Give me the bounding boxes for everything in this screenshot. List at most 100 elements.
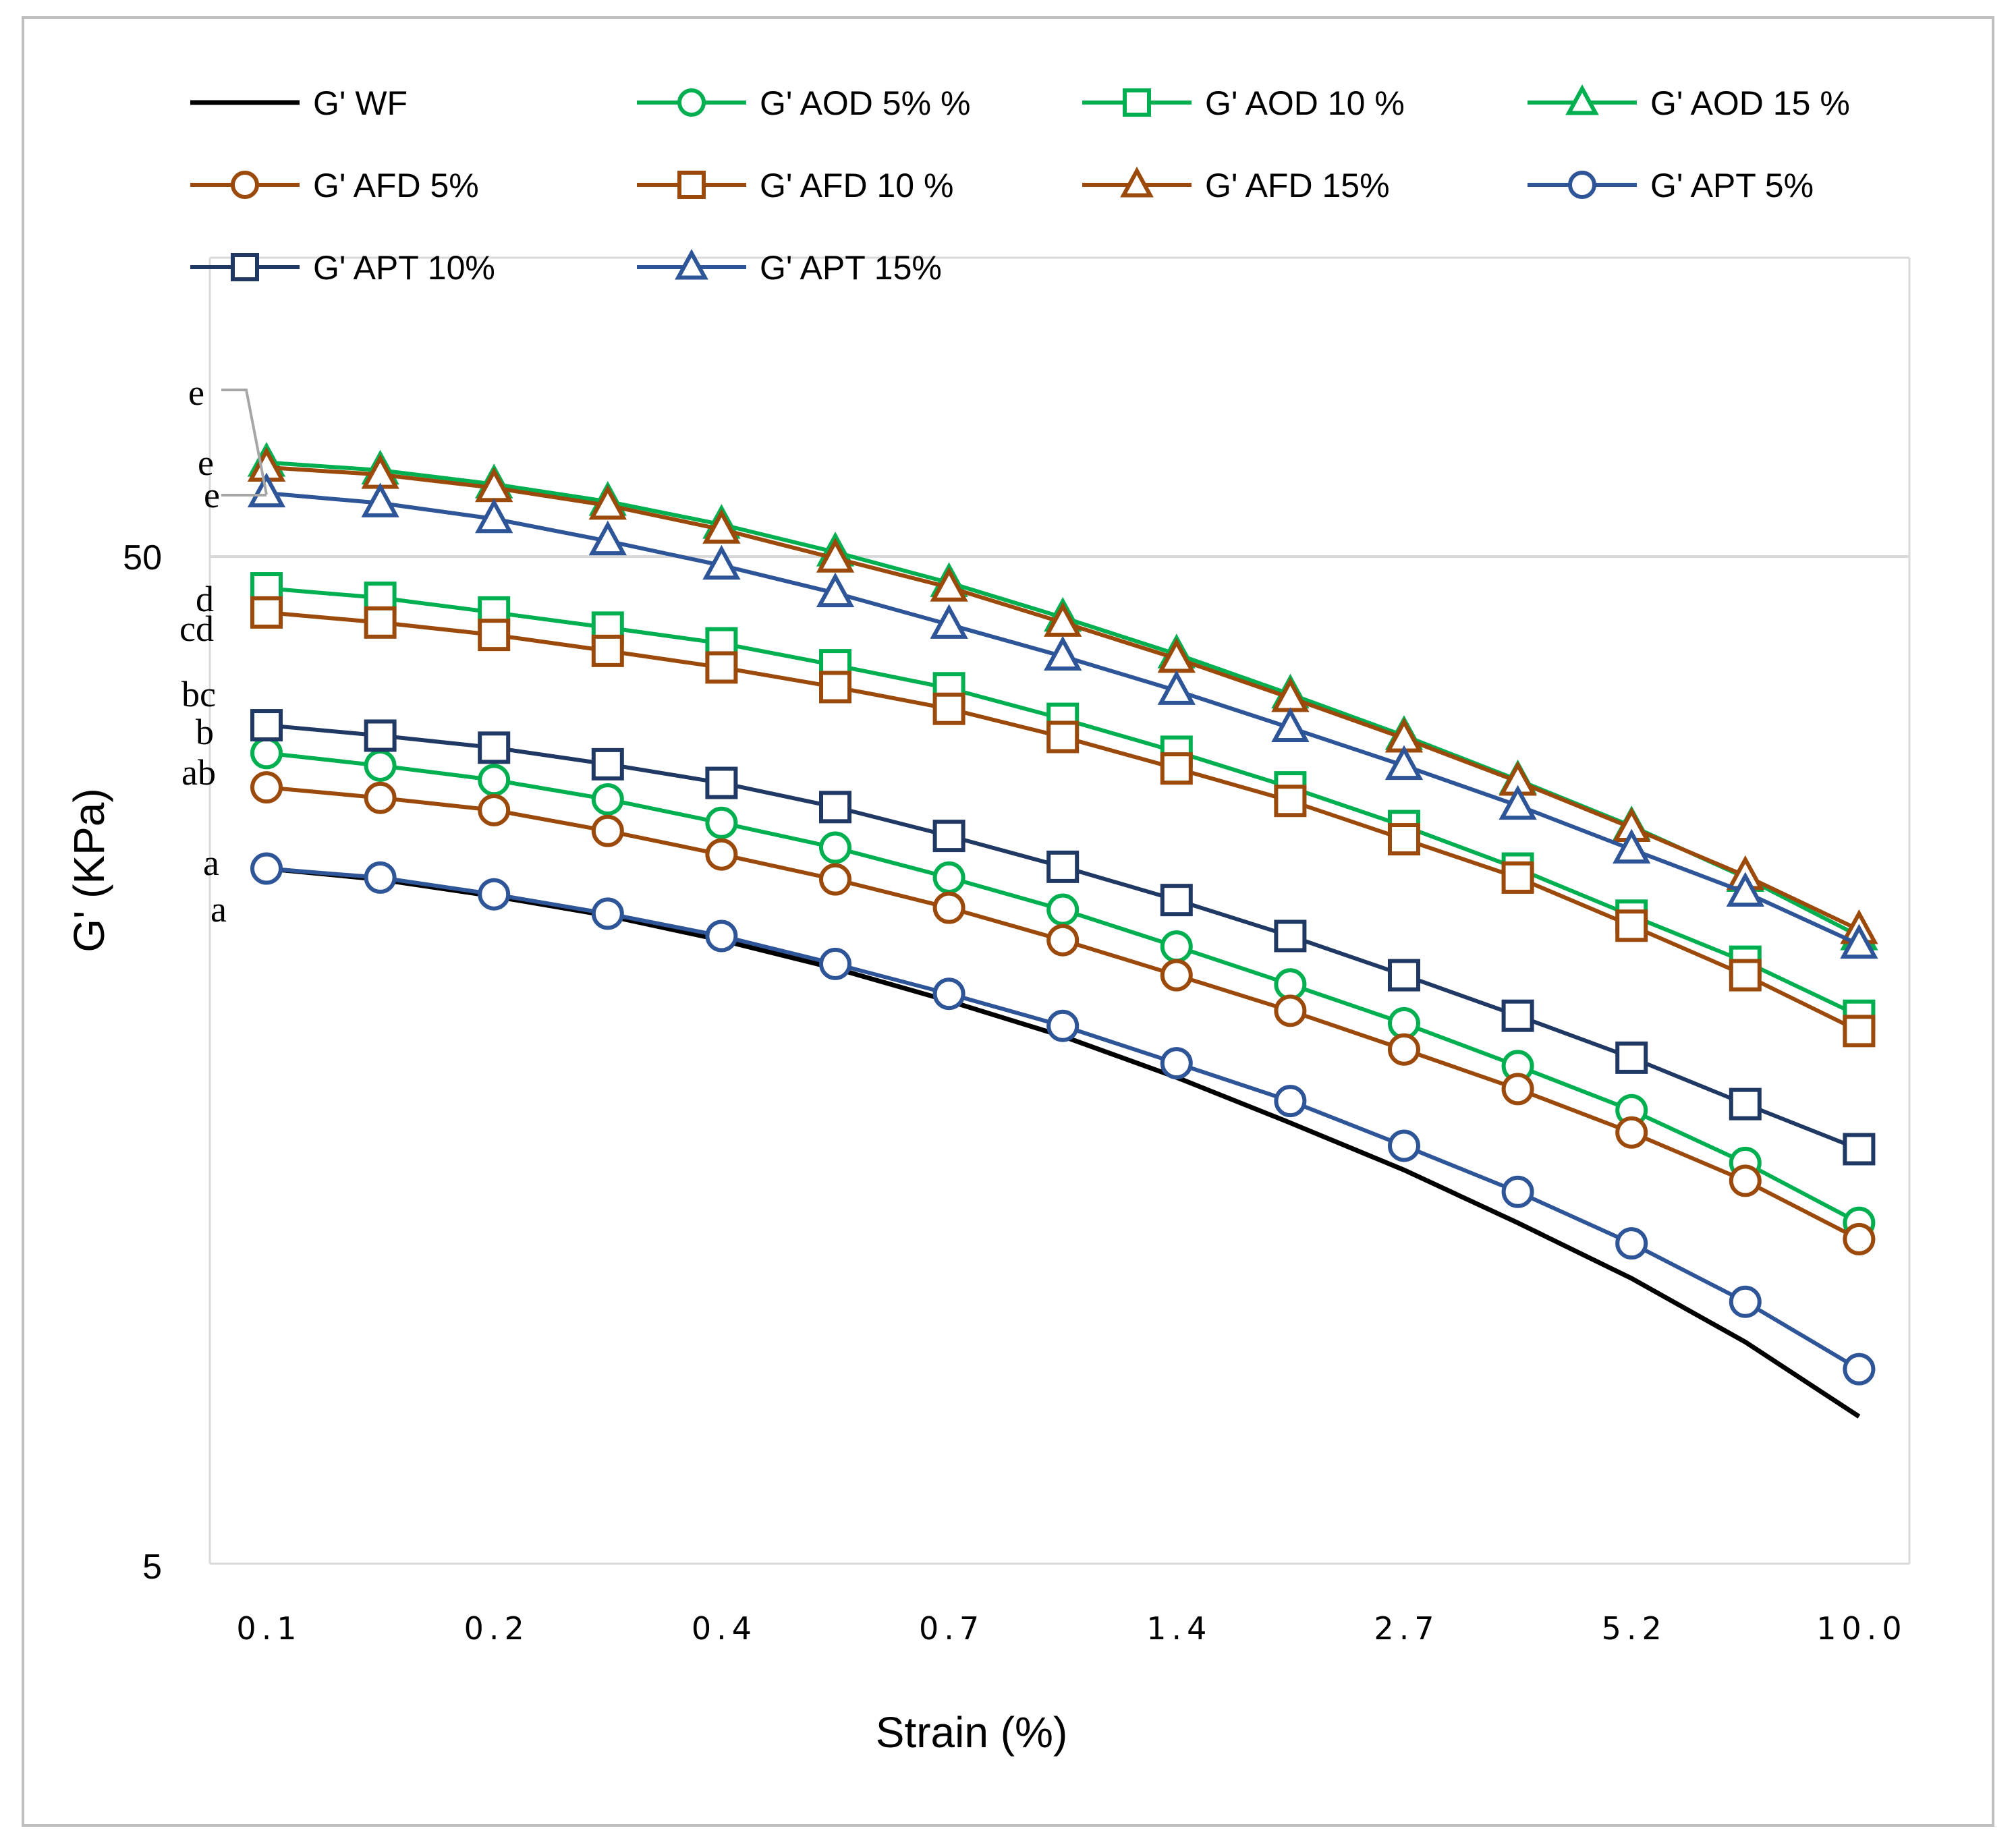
data-point — [478, 619, 511, 652]
legend-marker — [231, 253, 259, 281]
data-point — [705, 806, 738, 839]
legend-marker — [677, 171, 706, 199]
x-tick-label: 2.7 — [1374, 1610, 1439, 1647]
data-point — [1160, 752, 1193, 785]
data-point — [591, 634, 624, 667]
data-point — [1729, 1164, 1762, 1197]
data-point — [250, 771, 283, 804]
data-point — [932, 891, 965, 924]
data-point — [250, 596, 283, 629]
legend-label: G' AFD 10 % — [760, 167, 953, 204]
data-point — [364, 719, 397, 752]
data-point — [1615, 1227, 1648, 1260]
legend-entry: G' AOD 5% % — [637, 84, 970, 122]
data-point — [1843, 1353, 1876, 1386]
data-point — [361, 482, 399, 517]
data-point — [1729, 1087, 1762, 1121]
data-point — [591, 814, 624, 847]
data-point — [1157, 670, 1196, 705]
legend-label: G' WF — [313, 84, 408, 122]
annotation-letter: cd — [179, 608, 214, 649]
annotation-layer: e e e d cd bc b ab a a — [179, 372, 268, 930]
data-point — [1388, 1033, 1420, 1066]
legend-marker — [231, 171, 259, 199]
data-point — [1384, 745, 1424, 781]
data-point — [702, 509, 741, 544]
data-point — [819, 947, 851, 980]
data-point — [478, 878, 511, 911]
data-point — [1729, 1285, 1762, 1318]
data-point — [930, 604, 968, 639]
data-point — [478, 731, 511, 764]
data-point — [816, 538, 855, 573]
data-point — [1274, 785, 1307, 818]
data-point — [475, 498, 513, 534]
legend-entry: G' AFD 5% — [190, 167, 479, 204]
legend-entry: G' AFD 15% — [1082, 167, 1390, 204]
data-point — [588, 484, 627, 520]
annotation-letter: e — [188, 372, 204, 413]
x-tick-label: 0.4 — [692, 1610, 757, 1647]
data-point — [705, 838, 738, 871]
data-point — [250, 709, 283, 742]
annotation-letter: b — [196, 712, 214, 752]
data-point — [591, 747, 624, 781]
annotation-letter: ab — [181, 752, 216, 793]
data-point — [1044, 602, 1082, 637]
data-point — [1843, 1015, 1876, 1048]
data-point — [1160, 959, 1193, 992]
data-point — [819, 863, 851, 896]
annotation-leader-line — [221, 389, 268, 495]
legend-label: G' AOD 15 % — [1650, 84, 1850, 122]
data-point — [1046, 720, 1080, 754]
data-point — [478, 793, 511, 826]
data-point — [364, 781, 397, 814]
x-axis-title: Strain (%) — [876, 1708, 1068, 1757]
data-point — [1843, 1133, 1876, 1166]
data-point — [819, 831, 851, 864]
legend-entry: G' APT 10% — [190, 249, 495, 287]
legend-entry: G' AOD 15 % — [1528, 84, 1850, 122]
legend-entry: G' APT 15% — [637, 249, 942, 287]
annotation-letter: d — [196, 579, 214, 619]
data-point — [705, 919, 738, 953]
annotation-letter: a — [203, 843, 219, 883]
data-point — [1274, 1085, 1307, 1118]
data-point — [702, 544, 741, 580]
annotation-letter: a — [211, 889, 227, 930]
legend-entry: G' WF — [190, 84, 408, 122]
x-tick-label: 0.7 — [919, 1610, 984, 1647]
legend-marker — [1565, 84, 1599, 115]
data-point — [1274, 968, 1307, 1001]
data-point — [1501, 1175, 1534, 1208]
data-point — [1615, 1041, 1648, 1074]
data-point — [1044, 635, 1082, 671]
x-tick-labels: 0.1 0.2 0.4 0.7 1.4 2.7 5.2 10.0 — [236, 1610, 1907, 1647]
data-point — [1729, 959, 1762, 992]
data-point — [364, 861, 397, 894]
x-tick-label: 10.0 — [1816, 1610, 1907, 1647]
data-point — [250, 737, 283, 770]
data-point — [1388, 959, 1420, 992]
data-point — [1046, 924, 1080, 957]
data-point — [1840, 924, 1878, 959]
data-point — [1160, 884, 1193, 917]
data-point — [932, 861, 965, 894]
legend-label: G' AFD 15% — [1205, 167, 1390, 204]
y-tick-label-50: 50 — [123, 538, 162, 577]
legend-marker — [1123, 88, 1151, 117]
data-point — [1046, 893, 1080, 926]
series-5 — [250, 596, 1876, 1048]
data-point — [364, 606, 397, 639]
x-tick-label: 0.1 — [236, 1610, 302, 1647]
legend-marker — [675, 249, 708, 280]
legend-entry: G' AOD 10 % — [1082, 84, 1405, 122]
y-tick-labels: 50 5 — [123, 538, 162, 1587]
data-point — [932, 820, 965, 853]
series-8 — [250, 709, 1876, 1166]
annotation-letter: e — [204, 475, 220, 515]
data-point — [705, 651, 738, 684]
data-point — [932, 977, 965, 1011]
legend-marker — [1120, 167, 1154, 198]
